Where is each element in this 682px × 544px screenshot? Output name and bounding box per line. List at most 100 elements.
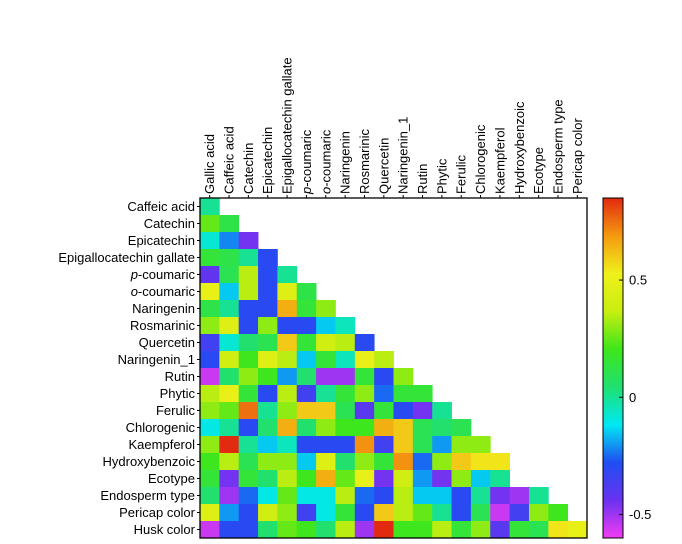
- heatmap-cell: [316, 317, 336, 335]
- row-label: Hydroxybenzoic: [103, 454, 196, 469]
- heatmap-cell: [354, 487, 375, 505]
- heatmap-cell: [354, 436, 375, 454]
- heatmap-cell: [238, 504, 259, 522]
- heatmap-cell: [258, 521, 278, 539]
- heatmap-cell: [296, 419, 317, 437]
- heatmap-cell: [296, 402, 317, 420]
- heatmap-cell: [316, 504, 336, 522]
- row-label: Naringenin: [132, 301, 195, 316]
- heatmap-cell: [335, 521, 356, 539]
- heatmap-cell: [258, 283, 278, 301]
- heatmap-cell: [335, 470, 356, 488]
- heatmap-cell: [219, 504, 240, 522]
- heatmap-cell: [432, 436, 452, 454]
- heatmap-cell: [296, 300, 317, 318]
- heatmap-cell: [296, 521, 317, 539]
- heatmap-cell: [470, 504, 491, 522]
- plot-frame: [199, 197, 588, 539]
- heatmap-cell: [316, 453, 336, 471]
- heatmap-cell: [412, 504, 433, 522]
- column-label: Epigallocatechin gallate: [280, 57, 295, 194]
- heatmap-cell: [451, 470, 472, 488]
- heatmap-cell: [200, 436, 220, 454]
- heatmap-cell: [528, 487, 549, 505]
- heatmap-cell: [567, 521, 588, 539]
- heatmap-cell: [548, 521, 569, 539]
- heatmap-cell: [528, 504, 549, 522]
- heatmap-cell: [354, 504, 375, 522]
- heatmap-cell: [200, 351, 220, 369]
- heatmap-cell: [354, 334, 375, 352]
- heatmap-cell: [200, 521, 220, 539]
- heatmap-cell: [393, 402, 414, 420]
- heatmap-cell: [296, 504, 317, 522]
- heatmap-cell: [277, 521, 298, 539]
- heatmap-cell: [354, 419, 375, 437]
- row-label: Phytic: [160, 386, 196, 401]
- row-label: Ecotype: [148, 471, 195, 486]
- heatmap-cell: [412, 521, 433, 539]
- heatmap-cell: [200, 232, 220, 250]
- heatmap-cell: [219, 215, 240, 233]
- heatmap-cell: [258, 504, 278, 522]
- heatmap-cell: [200, 334, 220, 352]
- heatmap-cell: [296, 470, 317, 488]
- column-label: Naringenin: [338, 131, 353, 194]
- heatmap-cell: [200, 198, 220, 216]
- heatmap-cell: [335, 419, 356, 437]
- heatmap-cell: [258, 249, 278, 267]
- heatmap-cell: [200, 368, 220, 386]
- heatmap-cell: [432, 487, 452, 505]
- column-label: Rutin: [415, 164, 430, 194]
- colorbar: 0.5 0 -0.5: [602, 197, 651, 539]
- column-labels: Gallic acid Caffeic acid Catechin Epicatech…: [202, 57, 585, 198]
- heatmap-cell: [238, 232, 259, 250]
- heatmap-cell: [200, 385, 220, 403]
- heatmap-cell: [374, 521, 394, 539]
- heatmap-cell: [393, 453, 414, 471]
- heatmap-cell: [238, 300, 259, 318]
- heatmap-cell: [354, 453, 375, 471]
- heatmap-cell: [490, 504, 510, 522]
- row-label: Quercetin: [139, 335, 195, 350]
- heatmap-cell: [316, 436, 336, 454]
- heatmap-cell: [509, 521, 530, 539]
- heatmap-cell: [277, 402, 298, 420]
- heatmap-cell: [335, 368, 356, 386]
- heatmap-cell: [470, 521, 491, 539]
- colorbar-tick-label: 0: [629, 390, 636, 405]
- heatmap-cell: [335, 385, 356, 403]
- heatmap-cell: [219, 300, 240, 318]
- heatmap-cell: [296, 368, 317, 386]
- heatmap-cell: [374, 385, 394, 403]
- heatmap-cell: [219, 470, 240, 488]
- column-label: Hydroxybenzoic: [512, 101, 527, 194]
- heatmap-cell: [296, 351, 317, 369]
- heatmap-cell: [528, 521, 549, 539]
- heatmap-cell: [412, 402, 433, 420]
- heatmap-cell: [296, 385, 317, 403]
- colorbar-tick-label: 0.5: [629, 273, 647, 288]
- heatmap-cell: [374, 419, 394, 437]
- heatmap-cell: [354, 402, 375, 420]
- heatmap-cell: [412, 436, 433, 454]
- heatmap-cell: [335, 487, 356, 505]
- heatmap-cell: [451, 436, 472, 454]
- column-label: Epicatechin: [260, 127, 275, 194]
- heatmap-cell: [393, 487, 414, 505]
- colorbar-ticks: 0.5 0 -0.5: [619, 273, 651, 522]
- heatmap-cell: [238, 487, 259, 505]
- column-label: Chlorogenic: [473, 124, 488, 194]
- row-label: Rosmarinic: [130, 318, 196, 333]
- heatmap-cell: [258, 453, 278, 471]
- heatmap-cell: [219, 419, 240, 437]
- row-label: Kaempferol: [129, 437, 196, 452]
- heatmap-cell: [316, 487, 336, 505]
- row-label: Chlorogenic: [126, 420, 196, 435]
- heatmap-cell: [277, 487, 298, 505]
- heatmap-cell: [219, 351, 240, 369]
- heatmap-cell: [238, 521, 259, 539]
- heatmap-cell: [548, 504, 569, 522]
- heatmap-cell: [200, 453, 220, 471]
